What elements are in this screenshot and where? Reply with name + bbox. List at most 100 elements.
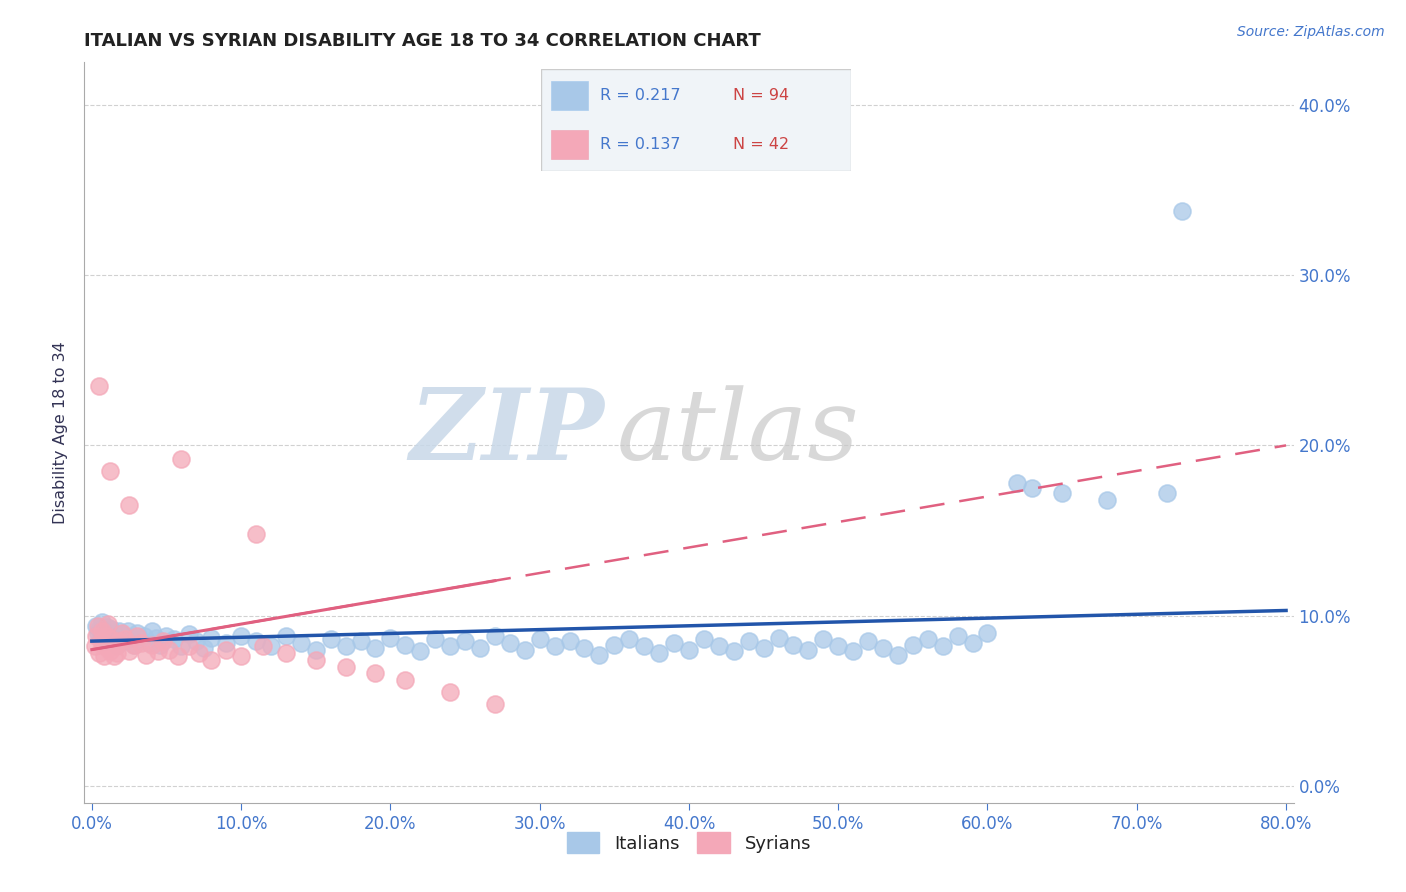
Y-axis label: Disability Age 18 to 34: Disability Age 18 to 34 <box>53 342 69 524</box>
Point <box>633 639 655 653</box>
Point <box>1050 486 1073 500</box>
Point <box>188 646 211 660</box>
Point <box>118 498 141 512</box>
Point <box>89 379 111 393</box>
Point <box>108 631 131 645</box>
Point <box>90 634 112 648</box>
Point <box>842 644 865 658</box>
Text: N = 94: N = 94 <box>733 87 789 103</box>
Point <box>114 632 136 647</box>
Point <box>484 629 506 643</box>
Point <box>529 632 551 647</box>
Point <box>917 632 939 647</box>
Point <box>499 636 522 650</box>
Point <box>141 624 163 638</box>
Point <box>103 649 125 664</box>
FancyBboxPatch shape <box>541 69 851 171</box>
Point <box>97 631 120 645</box>
Point <box>364 640 387 655</box>
Point <box>887 648 910 662</box>
Point <box>439 685 461 699</box>
Point <box>146 644 169 658</box>
Point <box>107 634 129 648</box>
Point <box>752 640 775 655</box>
Point <box>94 639 117 653</box>
Point <box>84 619 107 633</box>
Point <box>335 639 357 653</box>
Point <box>97 617 120 632</box>
Point <box>723 644 745 658</box>
Point <box>1156 486 1178 500</box>
Point <box>200 653 222 667</box>
Point <box>707 639 730 653</box>
Point <box>305 642 328 657</box>
Point <box>931 639 953 653</box>
Point <box>103 625 125 640</box>
Point <box>132 629 155 643</box>
Point <box>872 640 894 655</box>
Point <box>170 452 193 467</box>
Point <box>648 646 671 660</box>
Point <box>513 642 536 657</box>
Point <box>135 648 157 662</box>
Point <box>177 627 200 641</box>
Point <box>107 624 129 638</box>
Point <box>138 636 160 650</box>
Point <box>89 646 111 660</box>
Point <box>229 649 252 664</box>
Point <box>454 634 477 648</box>
Point <box>120 631 142 645</box>
Point <box>380 631 402 645</box>
Point <box>87 625 110 640</box>
Point <box>274 629 297 643</box>
Point <box>394 673 416 688</box>
Point <box>125 625 148 640</box>
Point <box>101 638 124 652</box>
Point <box>105 646 128 660</box>
Point <box>394 638 416 652</box>
Point <box>245 527 267 541</box>
Point <box>856 634 879 648</box>
Point <box>976 625 998 640</box>
Point <box>83 639 105 653</box>
Point <box>543 639 565 653</box>
Point <box>170 639 193 653</box>
Point <box>1021 481 1043 495</box>
Point <box>1007 475 1029 490</box>
Text: R = 0.137: R = 0.137 <box>600 137 681 153</box>
Point <box>193 640 215 655</box>
Point <box>104 639 127 653</box>
Point <box>425 632 447 647</box>
Point <box>129 636 152 650</box>
Point <box>101 634 124 648</box>
Point <box>167 649 190 664</box>
Text: ITALIAN VS SYRIAN DISABILITY AGE 18 TO 34 CORRELATION CHART: ITALIAN VS SYRIAN DISABILITY AGE 18 TO 3… <box>84 32 761 50</box>
Point <box>122 638 145 652</box>
Point <box>215 636 238 650</box>
Point <box>252 639 274 653</box>
Point <box>558 634 581 648</box>
Point <box>186 634 208 648</box>
Text: R = 0.217: R = 0.217 <box>600 87 681 103</box>
Point <box>693 632 716 647</box>
Point <box>145 631 167 645</box>
Point <box>827 639 849 653</box>
Point <box>100 622 122 636</box>
Point <box>152 634 174 648</box>
Point <box>782 638 804 652</box>
Point <box>111 627 134 641</box>
Point <box>96 629 118 643</box>
Point <box>813 632 835 647</box>
Text: atlas: atlas <box>616 385 859 480</box>
Point <box>1095 492 1118 507</box>
Point <box>105 638 128 652</box>
Point <box>260 639 283 653</box>
Text: ZIP: ZIP <box>409 384 605 481</box>
Point <box>901 638 924 652</box>
Point <box>290 636 312 650</box>
FancyBboxPatch shape <box>551 81 588 110</box>
Point <box>177 639 200 653</box>
Point <box>962 636 984 650</box>
Point <box>104 629 127 643</box>
Point <box>229 629 252 643</box>
